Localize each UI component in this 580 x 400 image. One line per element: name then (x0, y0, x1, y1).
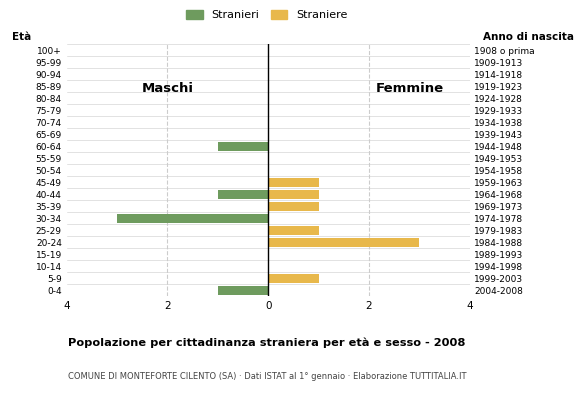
Bar (268, 226, 318, 234)
Bar (268, 238, 419, 246)
Text: Anno di nascita: Anno di nascita (483, 32, 574, 42)
Bar (218, 142, 268, 150)
Text: COMUNE DI MONTEFORTE CILENTO (SA) · Dati ISTAT al 1° gennaio · Elaborazione TUTT: COMUNE DI MONTEFORTE CILENTO (SA) · Dati… (67, 372, 466, 381)
Text: Maschi: Maschi (142, 82, 194, 95)
Bar (218, 190, 268, 198)
Legend: Stranieri, Straniere: Stranieri, Straniere (182, 6, 352, 25)
Bar (218, 286, 268, 294)
Bar (268, 202, 318, 210)
Text: Età: Età (12, 32, 31, 42)
Text: Femmine: Femmine (375, 82, 443, 95)
Bar (268, 190, 318, 198)
Text: Popolazione per cittadinanza straniera per età e sesso - 2008: Popolazione per cittadinanza straniera p… (68, 338, 466, 348)
Bar (268, 178, 318, 186)
Bar (117, 214, 268, 222)
Bar (268, 274, 318, 282)
